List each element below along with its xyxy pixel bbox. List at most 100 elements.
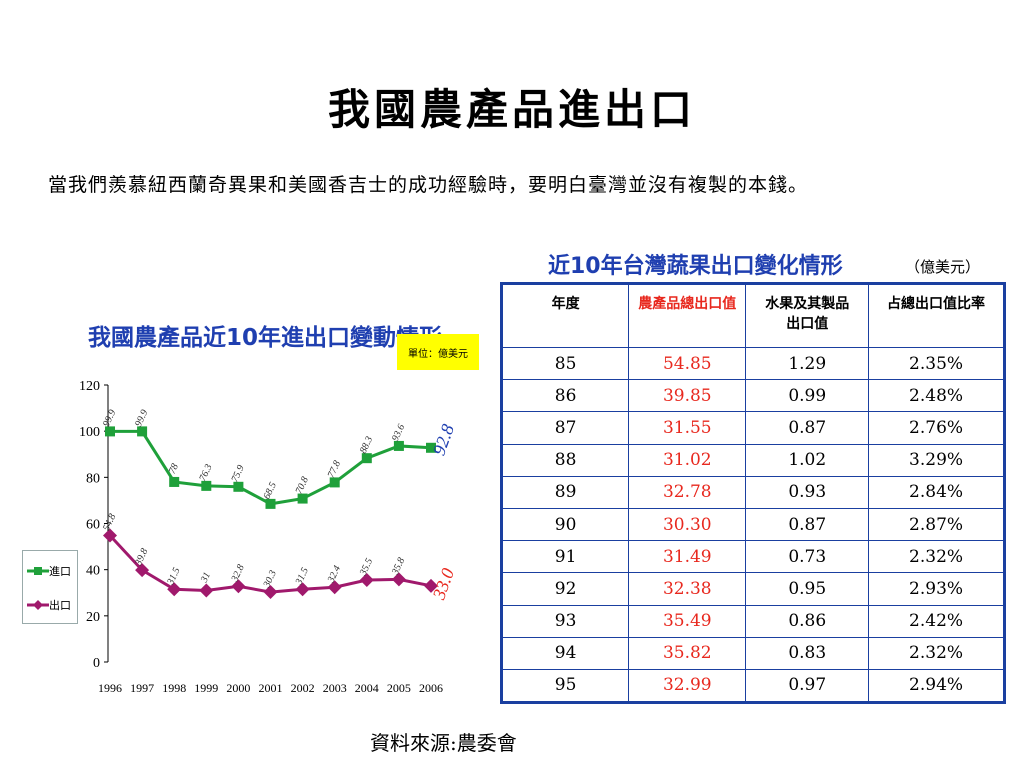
legend-import-marker bbox=[27, 567, 49, 575]
export-point bbox=[327, 580, 342, 595]
cell-fruit-export: 1.29 bbox=[745, 346, 870, 381]
cell-total-export: 31.55 bbox=[628, 411, 747, 445]
cell-total-export: 35.49 bbox=[628, 604, 747, 638]
legend-label-export: 出口 bbox=[49, 599, 71, 612]
x-tick-label: 2002 bbox=[291, 681, 315, 695]
y-tick-label: 0 bbox=[93, 656, 100, 671]
data-label: 75.9 bbox=[229, 463, 246, 484]
cell-ratio: 2.93% bbox=[868, 572, 1005, 606]
export-table: 年度 農產品總出口值 水果及其製品 出口值 占總出口值比率 85 54.85 1.2… bbox=[500, 282, 1006, 705]
import-point bbox=[329, 477, 340, 488]
cell-year: 91 bbox=[500, 540, 630, 574]
data-label: 92.8 bbox=[429, 422, 459, 458]
data-label: 99.9 bbox=[101, 408, 118, 429]
import-point bbox=[426, 442, 436, 453]
export-point bbox=[359, 573, 374, 588]
import-point bbox=[169, 476, 180, 487]
cell-total-export: 30.30 bbox=[628, 507, 747, 542]
data-label: 93.6 bbox=[390, 423, 407, 444]
import-point bbox=[393, 440, 404, 451]
cell-fruit-export: 0.87 bbox=[745, 507, 870, 542]
cell-total-export: 54.85 bbox=[628, 346, 747, 381]
cell-ratio: 2.32% bbox=[868, 540, 1005, 574]
cell-ratio: 2.94% bbox=[868, 668, 1005, 704]
cell-fruit-export: 0.99 bbox=[745, 379, 870, 413]
x-tick-label: 2006 bbox=[419, 681, 443, 695]
data-label: 99.9 bbox=[133, 408, 150, 429]
x-tick-label: 1996 bbox=[98, 681, 122, 695]
table-row: 88 31.02 1.02 3.29% bbox=[500, 443, 1005, 477]
cell-fruit-export: 0.95 bbox=[745, 572, 870, 606]
line-chart-unit-badge: 單位：億美元 bbox=[397, 334, 479, 370]
cell-ratio: 2.48% bbox=[868, 379, 1005, 413]
import-point bbox=[233, 481, 244, 492]
table-row: 89 32.78 0.93 2.84% bbox=[500, 475, 1005, 509]
header-fruit-export-line2: 出口值 bbox=[786, 316, 829, 332]
data-label: 31.5 bbox=[293, 566, 311, 587]
cell-year: 87 bbox=[500, 411, 630, 445]
data-label: 32.8 bbox=[229, 563, 247, 584]
cell-total-export: 32.99 bbox=[628, 668, 747, 704]
table-row: 87 31.55 0.87 2.76% bbox=[500, 411, 1005, 445]
cell-year: 90 bbox=[500, 507, 630, 542]
data-label: 32.4 bbox=[325, 564, 343, 585]
import-point bbox=[297, 493, 308, 504]
cell-total-export: 32.78 bbox=[628, 475, 747, 509]
y-tick-label: 40 bbox=[86, 564, 100, 579]
cell-year: 89 bbox=[500, 475, 630, 509]
cell-total-export: 35.82 bbox=[628, 636, 747, 670]
data-label: 68.5 bbox=[262, 481, 279, 502]
data-label: 54.8 bbox=[101, 512, 118, 533]
table-row: 93 35.49 0.86 2.42% bbox=[500, 604, 1005, 638]
export-point bbox=[199, 583, 214, 598]
y-tick-label: 60 bbox=[86, 518, 100, 533]
export-point bbox=[391, 572, 406, 587]
import-point bbox=[201, 480, 212, 491]
data-label: 31 bbox=[199, 571, 214, 586]
import-point bbox=[265, 498, 276, 509]
table-row: 85 54.85 1.29 2.35% bbox=[500, 346, 1005, 381]
table-row: 92 32.38 0.95 2.93% bbox=[500, 572, 1005, 606]
import-point bbox=[137, 426, 148, 437]
x-tick-label: 2001 bbox=[259, 681, 283, 695]
import-point bbox=[361, 453, 372, 464]
x-tick-label: 2005 bbox=[387, 681, 411, 695]
x-tick-label: 2004 bbox=[355, 681, 379, 695]
data-label: 70.8 bbox=[294, 475, 311, 496]
data-label: 78 bbox=[167, 462, 181, 476]
export-point bbox=[231, 579, 246, 594]
legend-item-export: 出口 bbox=[27, 597, 71, 613]
x-tick-label: 1999 bbox=[194, 681, 218, 695]
cell-ratio: 3.29% bbox=[868, 443, 1005, 477]
export-point bbox=[167, 582, 182, 597]
data-label: 33.0 bbox=[428, 566, 458, 603]
table-row: 95 32.99 0.97 2.94% bbox=[500, 668, 1005, 704]
data-source: 資料來源:農委會 bbox=[370, 731, 517, 755]
cell-fruit-export: 0.86 bbox=[745, 604, 870, 638]
cell-fruit-export: 0.73 bbox=[745, 540, 870, 574]
header-fruit-export-line1: 水果及其製品 bbox=[765, 296, 850, 312]
cell-year: 92 bbox=[500, 572, 630, 606]
y-tick-label: 80 bbox=[86, 471, 100, 486]
cell-year: 86 bbox=[500, 379, 630, 413]
data-label: 88.3 bbox=[358, 435, 375, 456]
table-row: 94 35.82 0.83 2.32% bbox=[500, 636, 1005, 670]
cell-total-export: 39.85 bbox=[628, 379, 747, 413]
data-label: 30.3 bbox=[261, 569, 279, 590]
export-point bbox=[135, 563, 150, 578]
header-year: 年度 bbox=[500, 283, 630, 348]
data-label: 35.5 bbox=[357, 557, 375, 578]
cell-fruit-export: 0.97 bbox=[745, 668, 870, 704]
cell-year: 85 bbox=[500, 346, 630, 381]
chart-legend: 進口 出口 bbox=[22, 550, 78, 624]
cell-fruit-export: 0.83 bbox=[745, 636, 870, 670]
export-point bbox=[424, 578, 438, 593]
table-body: 85 54.85 1.29 2.35% 86 39.85 0.99 2.48% 87 31.55 0… bbox=[500, 346, 1005, 704]
cell-total-export: 32.38 bbox=[628, 572, 747, 606]
data-label: 35.8 bbox=[390, 556, 408, 577]
table-row: 86 39.85 0.99 2.48% bbox=[500, 379, 1005, 413]
legend-label-import: 進口 bbox=[49, 565, 71, 578]
header-ratio: 占總出口值比率 bbox=[868, 283, 1005, 348]
import-point bbox=[105, 426, 115, 437]
cell-fruit-export: 1.02 bbox=[745, 443, 870, 477]
